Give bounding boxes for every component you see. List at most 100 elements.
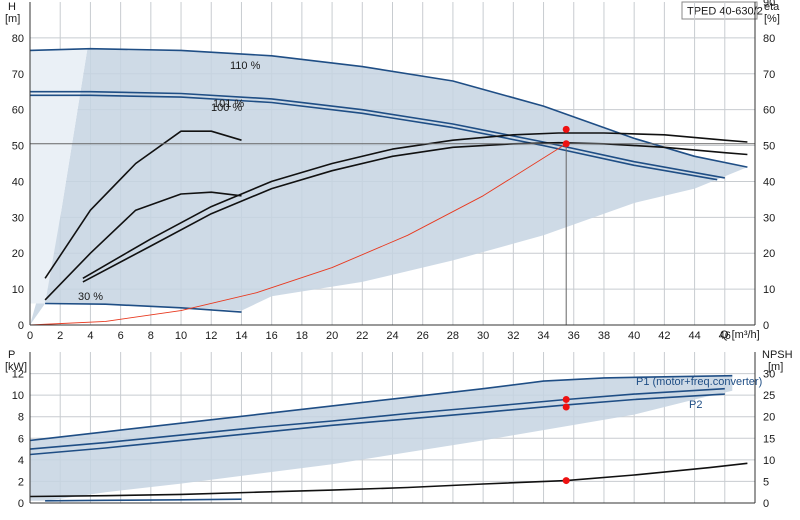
power-duty-points [562,395,570,485]
min-speed-area [30,48,88,325]
x-tick-label: 38 [598,330,610,342]
x-tick-label: 4 [87,330,93,342]
right-tick-label: 70 [763,69,775,81]
right-tick-label: 0 [763,498,769,510]
speed-label-100: 100 % [211,102,242,114]
p2-label: P2 [689,399,702,411]
x-tick-label: 24 [386,330,398,342]
x-tick-label: 44 [688,330,700,342]
npsh-axis-unit: [m] [768,361,783,373]
right-tick-label: 90 [763,0,775,9]
left-tick-label: 0 [18,320,24,332]
series-line-p2 [29,393,725,456]
speed-label-101: 101 % [213,98,244,110]
left-tick-label: 2 [18,476,24,488]
left-tick-label: 10 [12,284,24,296]
series-line-1 [29,387,725,450]
right-tick-label: 15 [763,433,775,445]
head-axis-label: H [8,1,16,13]
left-tick-label: 8 [18,412,24,424]
x-tick-label: 30 [477,330,489,342]
p1-label: P1 (motor+freq.converter) [636,376,762,388]
left-tick-label: 60 [12,105,24,117]
x-tick-label: 42 [658,330,670,342]
right-tick-label: 60 [763,105,775,117]
power-axes [29,352,756,504]
model-box [681,1,758,20]
right-tick-label: 30 [763,212,775,224]
duty-point-marker [562,403,570,411]
left-tick-label: 50 [12,141,24,153]
x-tick-label: 46 [719,330,731,342]
series-line-7 [44,130,242,279]
x-tick-label: 26 [417,330,429,342]
right-tick-label: 80 [763,33,775,45]
left-tick-label: 80 [12,33,24,45]
right-tick-label: 20 [763,248,775,260]
left-tick-label: 4 [18,455,24,467]
head-axes [29,2,756,326]
eta-axis-label: eta [764,1,780,13]
speed-label-110: 110 % [230,60,261,72]
series-line-4 [82,141,748,283]
x-tick-label: 6 [118,330,124,342]
x-tick-label: 28 [447,330,459,342]
npsh-axis-label: NPSH [762,349,793,361]
duty-point-marker [562,477,570,485]
series-line-5 [82,132,748,279]
duty-point-marker [562,395,570,403]
series-line-3 [45,498,242,502]
series-line-p1-motor-freq-converter- [29,374,733,442]
left-tick-label: 30 [12,212,24,224]
left-tick-label: 10 [12,390,24,402]
left-tick-label: 40 [12,176,24,188]
speed-label-30: 30 % [78,291,103,303]
x-tick-label: 8 [148,330,154,342]
series-line-8 [29,143,567,326]
x-tick-label: 40 [628,330,640,342]
operating-envelope-area [30,48,748,325]
duty-point-marker [562,125,570,133]
x-tick-label: 32 [507,330,519,342]
left-tick-label: 20 [12,248,24,260]
power-axis-unit: [kW] [5,361,27,373]
duty-point-marker [562,140,570,148]
head-axis-unit: [m] [5,13,20,25]
x-tick-label: 18 [296,330,308,342]
right-tick-label: 0 [763,320,769,332]
x-tick-label: 22 [356,330,368,342]
series-line-100- [30,94,718,181]
x-tick-label: 14 [235,330,247,342]
right-tick-label: 10 [763,455,775,467]
series-line-6 [44,191,242,301]
power-axis-label: P [8,349,15,361]
head-duty-points [562,125,570,148]
x-tick-label: 2 [57,330,63,342]
q-axis-label: Q [m³/h] [720,329,760,341]
operating-envelope-area [30,375,733,501]
series-line-4 [29,462,748,498]
left-tick-label: 70 [12,69,24,81]
x-tick-label: 0 [27,330,33,342]
right-tick-label: 40 [763,176,775,188]
left-tick-label: 12 [12,369,24,381]
right-tick-label: 5 [763,476,769,488]
head-curves [29,47,755,326]
x-tick-label: 16 [266,330,278,342]
head-operating-envelope [30,48,748,325]
eta-axis-unit: [%] [764,13,780,25]
right-tick-label: 25 [763,390,775,402]
right-tick-label: 50 [763,141,775,153]
left-tick-label: 6 [18,433,24,445]
power-curves [29,374,748,502]
x-tick-label: 36 [568,330,580,342]
x-tick-label: 12 [205,330,217,342]
right-tick-label: 10 [763,284,775,296]
right-tick-label: 20 [763,412,775,424]
left-tick-label: 0 [18,498,24,510]
x-tick-label: 20 [326,330,338,342]
right-tick-label: 30 [763,369,775,381]
x-tick-label: 10 [175,330,187,342]
